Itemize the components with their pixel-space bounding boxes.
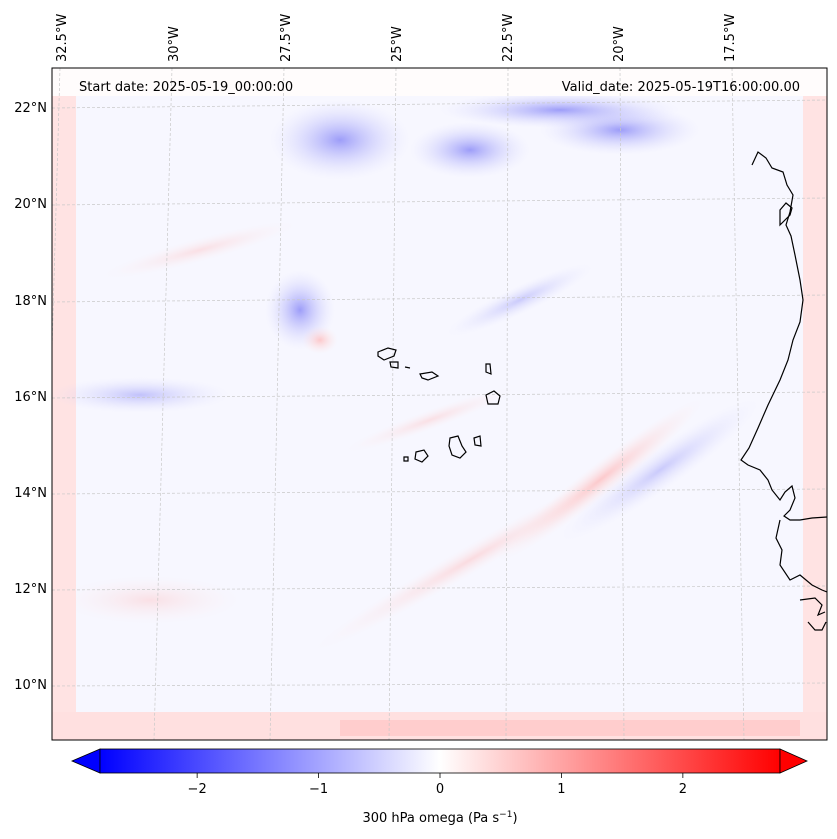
island-sao-nicolau	[419, 371, 440, 381]
colorbar-min-extend	[70, 748, 101, 774]
valid-date-label: Valid_date: 2025-05-19T16:00:00.00	[562, 80, 800, 95]
lon-label: 22.5°W	[501, 14, 516, 62]
island-brava	[403, 456, 409, 462]
africa-coastline	[740, 151, 827, 521]
lon-label: 32.5°W	[55, 14, 70, 62]
island-fogo	[414, 449, 429, 463]
map-frame	[51, 67, 828, 741]
lon-label: 17.5°W	[723, 14, 738, 62]
colorbar-ticks: −2 −1 0 1 2	[188, 773, 687, 797]
lat-label: 20°N	[14, 197, 47, 212]
lon-label: 20°W	[612, 26, 627, 62]
lon-label: 25°W	[390, 26, 405, 62]
island-maio	[473, 435, 482, 447]
coastlines	[377, 151, 827, 631]
lon-label: 30°W	[167, 26, 182, 62]
colorbar-ramp	[99, 748, 781, 774]
lon-label: 27.5°W	[279, 14, 294, 62]
colorbar-label: 300 hPa omega (Pa s−1)	[362, 810, 517, 826]
colorbar: −2 −1 0 1 2 300 hPa omega (Pa s−1)	[70, 748, 808, 826]
lat-label: 14°N	[14, 486, 47, 501]
colorbar-tick-label: 0	[436, 782, 444, 797]
island-sao-vicente	[389, 361, 399, 369]
lat-label: 22°N	[14, 101, 47, 116]
lat-label: 12°N	[14, 582, 47, 597]
longitude-labels: 32.5°W 30°W 27.5°W 25°W 22.5°W 20°W 17.5…	[55, 14, 738, 62]
omega-field	[52, 68, 827, 740]
colorbar-tick-label: −1	[309, 782, 328, 797]
latitude-labels: 22°N 20°N 18°N 16°N 14°N 12°N 10°N	[14, 101, 47, 693]
colorbar-tick-label: 2	[679, 782, 687, 797]
start-date-label: Start date: 2025-05-19_00:00:00	[79, 80, 293, 95]
island-santo-antao	[377, 347, 397, 361]
colorbar-tick-label: −2	[188, 782, 207, 797]
island-santiago	[448, 435, 467, 459]
lat-label: 16°N	[14, 390, 47, 405]
colorbar-max-extend	[779, 748, 808, 774]
island-boa-vista	[485, 390, 501, 405]
island-sal	[485, 363, 492, 375]
graticule	[52, 68, 827, 740]
lat-label: 18°N	[14, 294, 47, 309]
lat-label: 10°N	[14, 678, 47, 693]
east-boundary-band	[803, 68, 827, 740]
colorbar-tick-label: 1	[557, 782, 565, 797]
